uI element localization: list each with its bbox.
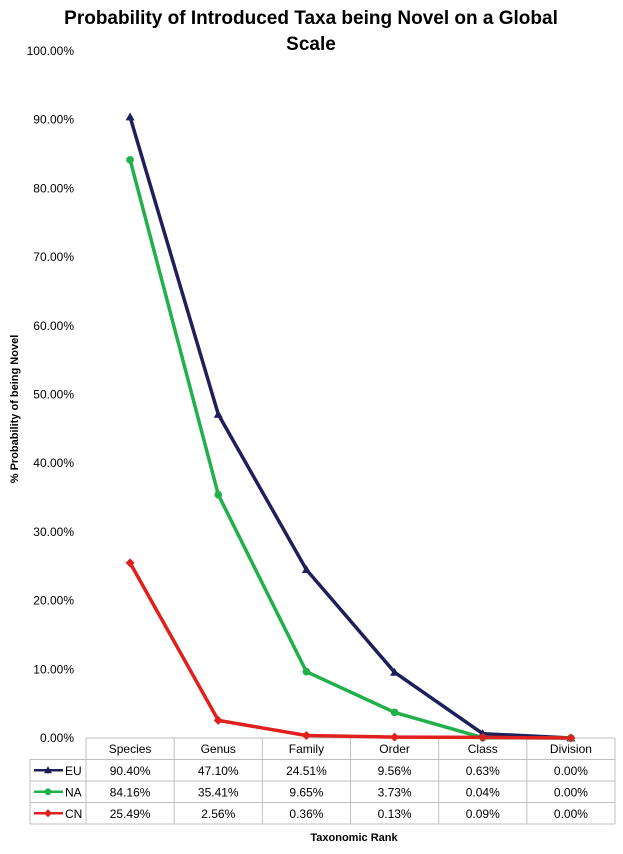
data-table: Species Genus Family Order Class Division EU 90… [29,737,616,825]
legend-key-marker [44,788,52,796]
data-point-cn [301,731,311,741]
x-category-label: Genus [201,742,236,756]
y-tick-label: 60.00% [33,319,74,333]
data-table-value: 24.51% [286,764,327,778]
y-tick-label: 30.00% [33,525,74,539]
x-category-label: Division [550,742,592,756]
data-table-value: 9.65% [289,785,323,799]
chart-title-line2: Scale [286,34,336,55]
legend-series-name: NA [65,785,82,799]
y-tick-label: 80.00% [33,181,74,195]
y-tick-label: 20.00% [33,594,74,608]
data-point-eu [390,667,400,676]
y-axis-ticks: 0.00% 10.00% 20.00% 30.00% 40.00% 50.00% 60.00… [27,44,75,745]
legend-key-marker [44,809,52,818]
data-table-value: 0.09% [466,807,500,821]
data-table-value: 0.00% [554,785,588,799]
data-table-value: 0.00% [554,764,588,778]
data-table-value: 90.40% [110,764,151,778]
data-table-value: 0.36% [289,807,323,821]
x-category-label: Class [468,742,498,756]
x-category-label: Order [379,742,410,756]
data-point-cn [125,558,135,568]
data-table-value: 0.04% [466,785,500,799]
data-point-cn [566,733,576,743]
data-table-value: 84.16% [110,785,151,799]
data-table-value: 0.63% [466,764,500,778]
data-point-eu [125,112,135,121]
data-table-value: 25.49% [110,807,151,821]
data-table-value: 35.41% [198,785,239,799]
data-point-na [214,490,223,499]
legend-series-name: CN [65,807,82,821]
y-tick-label: 40.00% [33,456,74,470]
series-line-eu [128,116,571,740]
y-tick-label: 90.00% [33,113,74,127]
series-line-na [128,159,571,740]
data-table-value: 47.10% [198,764,239,778]
data-point-na [390,708,399,717]
plot-area [125,112,576,743]
data-point-cn [478,732,488,742]
data-point-na [126,155,134,164]
y-tick-label: 0.00% [40,731,74,745]
x-category-label: Species [109,742,152,756]
y-axis-label: % Probability of being Novel [9,335,21,484]
legend-series-name: EU [65,764,82,778]
data-point-cn [390,732,400,742]
series-line-cn [128,562,571,740]
y-tick-label: 70.00% [33,250,74,264]
y-tick-label: 50.00% [33,388,74,402]
chart-title-line1: Probability of Introduced Taxa being Nov… [64,8,558,29]
y-tick-label: 10.00% [33,662,74,676]
x-axis-label: Taxonomic Rank [310,832,398,844]
x-category-label: Family [289,742,324,756]
legend-key-marker [44,766,52,774]
data-point-na [302,667,311,676]
y-tick-label: 100.00% [27,44,75,58]
data-table-value: 0.00% [554,807,588,821]
data-point-eu [301,565,311,573]
data-point-cn [213,715,223,725]
data-table-value: 9.56% [378,764,412,778]
data-table-value: 2.56% [201,807,235,821]
data-table-value: 3.73% [378,785,412,799]
data-table-value: 0.13% [378,807,412,821]
data-point-eu [213,409,223,418]
